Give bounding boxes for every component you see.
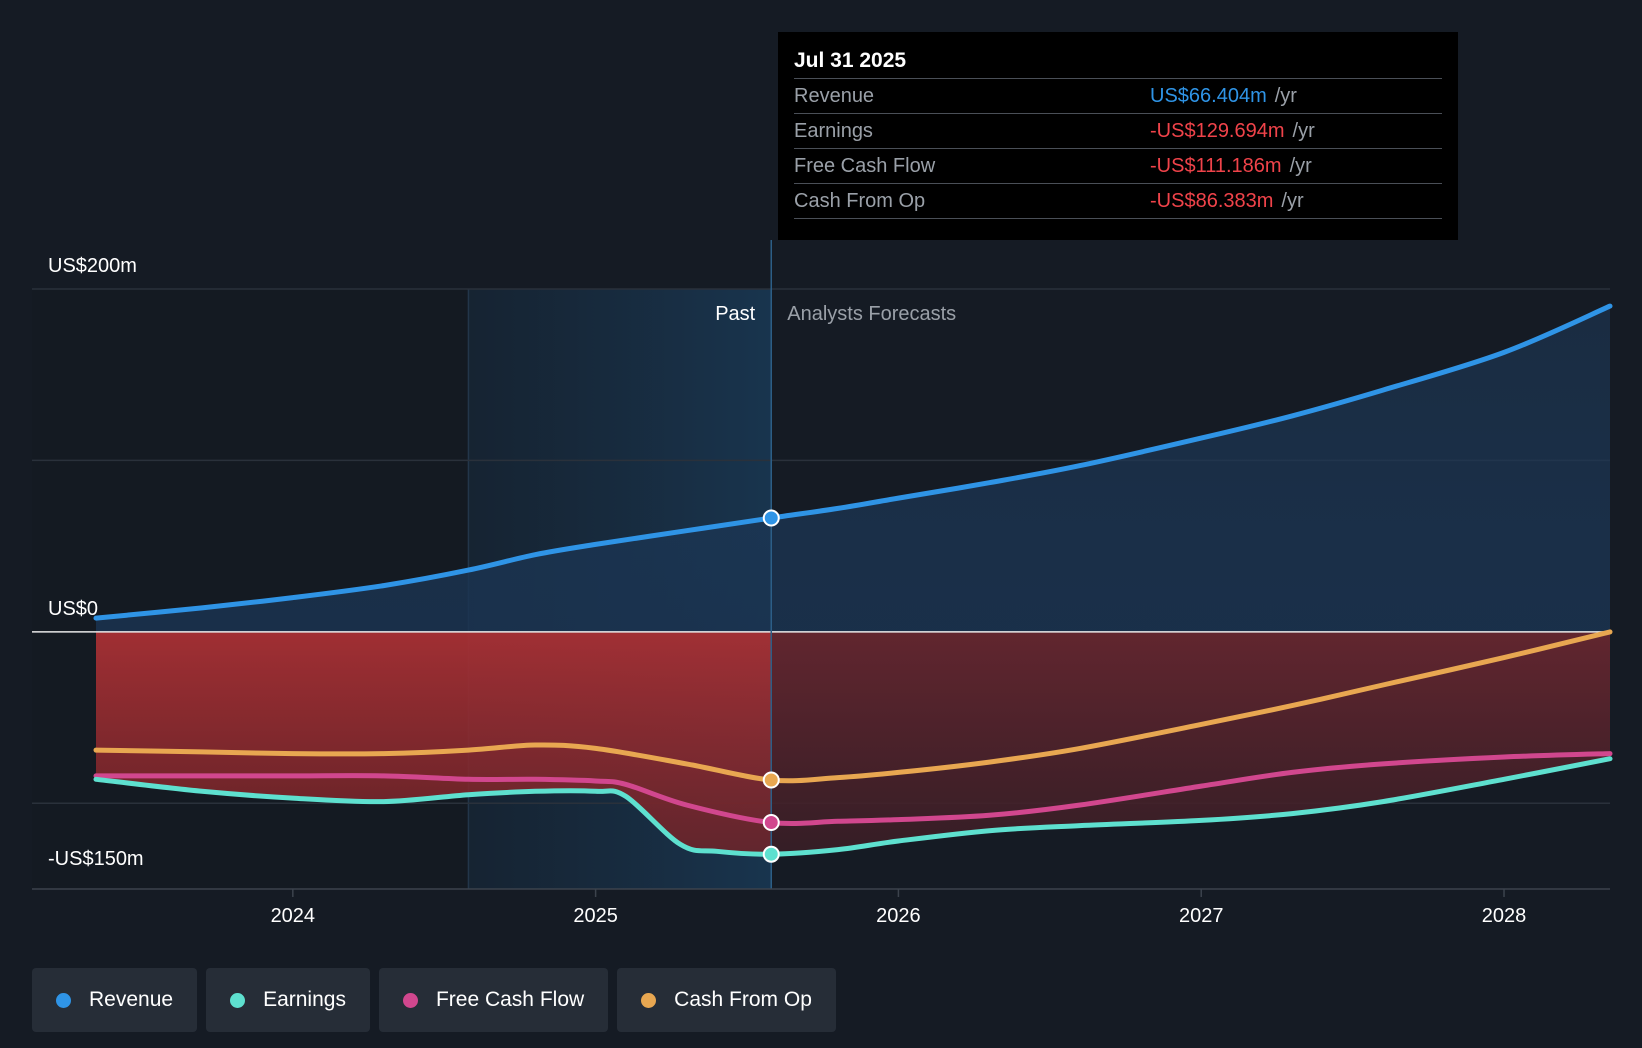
legend-label: Free Cash Flow [435,988,585,1011]
legend-label: Revenue [89,988,174,1011]
x-tick-label: 2028 [1482,905,1527,927]
earnings-marker [762,845,780,863]
tooltip-row-earnings: Earnings -US$129.694m /yr [794,113,1442,148]
x-tick-label: 2027 [1179,905,1224,927]
x-axis-ticks: 2024 2025 2026 2027 2028 [271,889,1527,927]
cfo-marker [762,771,780,789]
tooltip-value: -US$86.383m [1150,190,1274,212]
legend-dot-icon [230,992,246,1008]
tooltip-row-free-cash-flow: Free Cash Flow -US$111.186m /yr [794,148,1442,183]
legend-item-cash-from-op[interactable]: Cash From Op [617,968,836,1032]
tooltip-unit: /yr [1292,120,1315,142]
negative-area-past [96,631,772,855]
tooltip-label: Cash From Op [794,190,926,212]
legend-item-earnings[interactable]: Earnings [206,968,370,1032]
legend: Revenue Earnings Free Cash Flow Cash Fro… [32,968,836,1032]
tooltip-date: Jul 31 2025 [794,49,907,72]
hover-markers [762,509,780,863]
tooltip: Jul 31 2025 Revenue US$66.404m /yr Earni… [778,32,1458,240]
legend-dot-icon [56,992,71,1008]
y-axis-label-bottom: -US$150m [48,848,144,870]
x-tick-label: 2026 [876,905,921,927]
revenue-marker [762,509,780,527]
legend-item-revenue[interactable]: Revenue [32,968,198,1032]
tooltip-unit: /yr [1281,190,1304,212]
legend-item-free-cash-flow[interactable]: Free Cash Flow [378,968,609,1032]
legend-label: Cash From Op [674,988,812,1011]
tooltip-label: Revenue [794,85,875,107]
tooltip-value: -US$111.186m [1150,155,1282,177]
tooltip-unit: /yr [1289,155,1312,177]
tooltip-unit: /yr [1274,85,1297,107]
fcf-line [93,751,1613,826]
fcf-marker [762,813,780,831]
legend-dot-icon [402,992,418,1008]
tooltip-row-revenue: Revenue US$66.404m /yr [794,78,1442,113]
revenue-area [96,306,1610,632]
tooltip-label: Free Cash Flow [794,155,936,177]
tooltip-value: US$66.404m [1150,85,1267,107]
tooltip-label: Earnings [794,120,873,142]
tooltip-row-cash-from-op: Cash From Op -US$86.383m /yr [794,183,1442,219]
revenue-line [93,303,1613,621]
legend-label: Earnings [263,988,346,1011]
y-axis-label-zero: US$0 [48,598,98,620]
past-label: Past [715,303,755,325]
y-axis-label-top: US$200m [48,255,137,277]
cfo-line [93,629,1613,784]
tooltip-value: -US$129.694m [1150,120,1285,142]
x-tick-label: 2025 [573,905,618,927]
forecast-label: Analysts Forecasts [787,303,956,325]
legend-dot-icon [641,992,657,1008]
x-tick-label: 2024 [271,905,316,927]
